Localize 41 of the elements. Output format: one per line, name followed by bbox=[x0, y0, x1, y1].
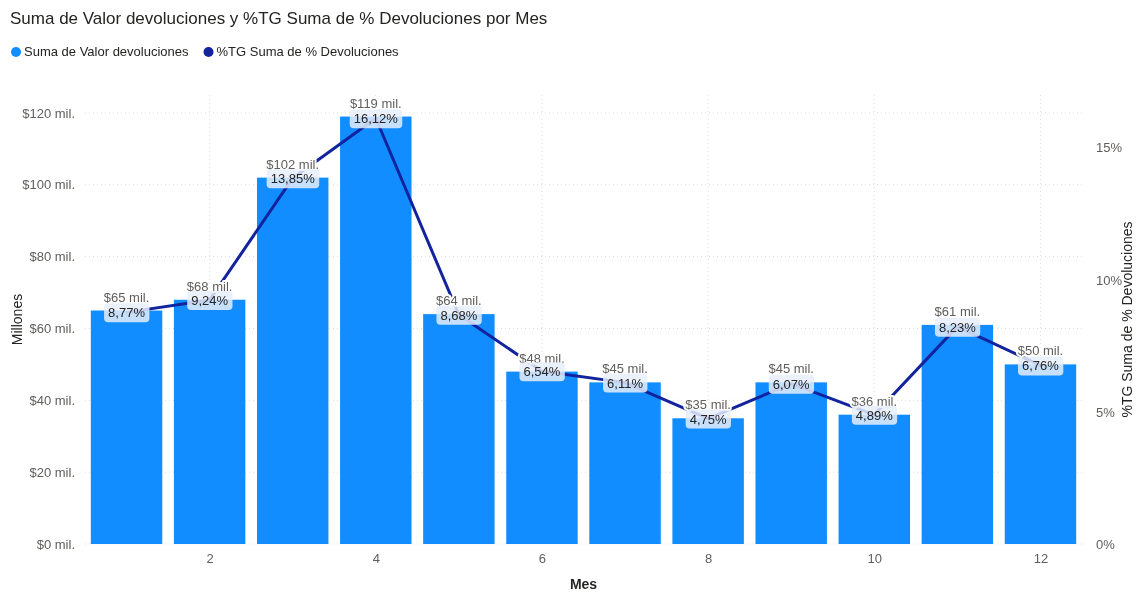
y-tick-label: $80 mil. bbox=[29, 249, 75, 265]
data-label: 16,12% bbox=[353, 111, 399, 127]
y-tick-label: $20 mil. bbox=[29, 464, 75, 480]
data-label: 4,89% bbox=[855, 407, 894, 423]
data-label: $50 mil. bbox=[1017, 343, 1064, 359]
x-tick-label: 12 bbox=[1033, 551, 1049, 567]
data-label: 8,77% bbox=[108, 305, 146, 321]
data-label: 6,76% bbox=[1022, 358, 1060, 374]
y-axis-title: Millones bbox=[9, 293, 25, 346]
data-label: $45 mil. bbox=[768, 361, 814, 377]
legend-label: %TG Suma de % Devoluciones bbox=[216, 44, 400, 59]
x-axis-title: Mes bbox=[569, 576, 598, 592]
data-label: 9,24% bbox=[191, 292, 229, 308]
chart-title: Suma de Valor devoluciones y %TG Suma de % Devoluciones por Mes bbox=[10, 9, 548, 28]
x-tick-label: 2 bbox=[206, 551, 214, 567]
data-label: $61 mil. bbox=[934, 303, 981, 319]
data-label: 4,75% bbox=[689, 411, 727, 427]
data-label: 6,11% bbox=[607, 375, 644, 391]
x-tick-label: 10 bbox=[867, 551, 883, 567]
x-tick-label: 8 bbox=[705, 551, 713, 567]
y2-tick-label: 10% bbox=[1096, 272, 1123, 288]
data-label: 6,07% bbox=[772, 376, 811, 392]
legend-label: Suma de Valor devoluciones bbox=[24, 44, 190, 59]
y-tick-label: $100 mil. bbox=[22, 177, 75, 193]
data-label: 6,54% bbox=[523, 364, 561, 380]
data-label: $119 mil. bbox=[349, 95, 402, 111]
y-tick-label: $40 mil. bbox=[29, 392, 75, 408]
data-label: 8,23% bbox=[938, 319, 977, 335]
data-label: 8,68% bbox=[440, 307, 478, 323]
data-label: $65 mil. bbox=[103, 289, 150, 305]
y2-tick-label: 5% bbox=[1096, 404, 1116, 420]
data-label: $35 mil. bbox=[685, 397, 731, 413]
y2-tick-label: 15% bbox=[1096, 140, 1123, 156]
y-tick-label: $120 mil. bbox=[22, 105, 75, 121]
data-label: 13,85% bbox=[270, 171, 316, 187]
y-tick-label: $60 mil. bbox=[29, 321, 75, 337]
y2-tick-label: 0% bbox=[1096, 536, 1116, 552]
y-tick-label: $0 mil. bbox=[36, 536, 75, 552]
x-tick-label: 4 bbox=[372, 551, 380, 567]
data-label: $45 mil. bbox=[602, 361, 648, 377]
x-tick-label: 6 bbox=[538, 551, 547, 567]
